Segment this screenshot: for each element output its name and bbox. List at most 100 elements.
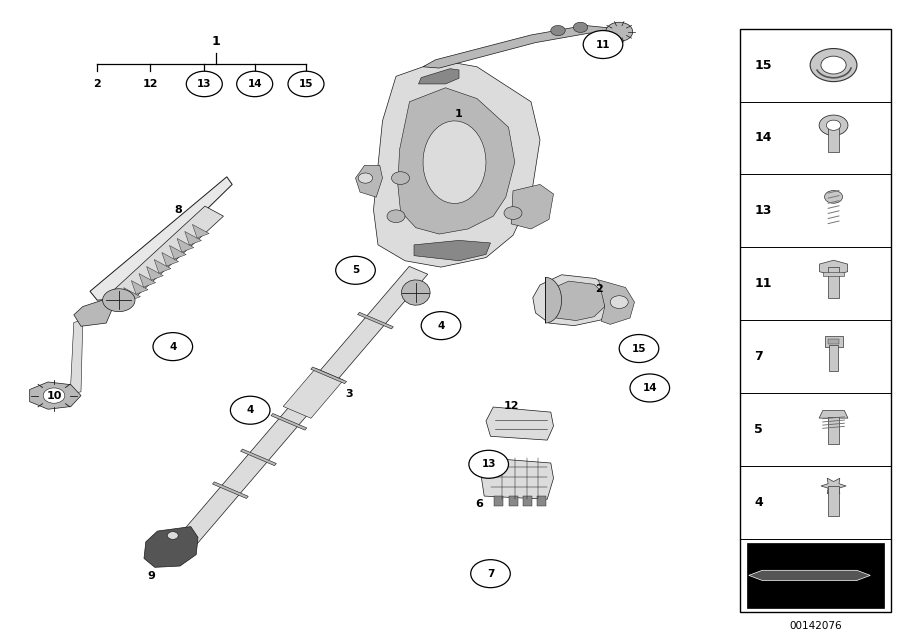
Circle shape — [583, 31, 623, 59]
Polygon shape — [533, 275, 612, 326]
Polygon shape — [162, 252, 178, 266]
Text: 6: 6 — [475, 499, 482, 509]
Circle shape — [288, 71, 324, 97]
Text: 15: 15 — [299, 79, 313, 89]
Polygon shape — [212, 482, 248, 499]
Polygon shape — [749, 570, 870, 581]
Circle shape — [336, 256, 375, 284]
Polygon shape — [545, 277, 562, 323]
Polygon shape — [144, 527, 198, 567]
Circle shape — [630, 374, 670, 402]
Bar — [823, 272, 844, 275]
Bar — [740, 29, 891, 612]
Circle shape — [421, 312, 461, 340]
Polygon shape — [546, 281, 605, 321]
Polygon shape — [820, 260, 848, 275]
Text: 00142076: 00142076 — [789, 621, 842, 631]
Text: 5: 5 — [352, 265, 359, 275]
Polygon shape — [271, 413, 307, 430]
Polygon shape — [819, 410, 848, 418]
Text: 14: 14 — [248, 79, 262, 89]
Polygon shape — [356, 165, 382, 197]
Circle shape — [237, 71, 273, 97]
Polygon shape — [511, 184, 554, 229]
Polygon shape — [169, 245, 186, 259]
Polygon shape — [398, 88, 515, 234]
Circle shape — [103, 289, 135, 312]
Circle shape — [358, 173, 373, 183]
Text: 13: 13 — [197, 79, 211, 89]
Bar — [828, 339, 839, 344]
Text: 3: 3 — [346, 389, 353, 399]
Polygon shape — [70, 320, 83, 394]
Circle shape — [392, 172, 410, 184]
Bar — [523, 496, 532, 506]
Text: 15: 15 — [632, 343, 646, 354]
Circle shape — [153, 333, 193, 361]
Circle shape — [471, 560, 510, 588]
Text: 10: 10 — [46, 391, 62, 401]
Text: 1: 1 — [212, 35, 220, 48]
Text: 4: 4 — [247, 405, 254, 415]
Text: 11: 11 — [754, 277, 771, 290]
Circle shape — [606, 22, 633, 41]
Polygon shape — [74, 299, 115, 326]
Text: 13: 13 — [482, 459, 496, 469]
Polygon shape — [184, 232, 202, 245]
Polygon shape — [177, 238, 194, 252]
Polygon shape — [240, 449, 276, 466]
Polygon shape — [598, 280, 634, 324]
Circle shape — [610, 296, 628, 308]
Polygon shape — [123, 287, 140, 301]
Bar — [828, 486, 839, 516]
Polygon shape — [154, 259, 171, 273]
Circle shape — [186, 71, 222, 97]
Polygon shape — [139, 273, 156, 287]
Circle shape — [469, 450, 508, 478]
Text: 14: 14 — [643, 383, 657, 393]
Text: 4: 4 — [169, 342, 176, 352]
Circle shape — [230, 396, 270, 424]
Circle shape — [43, 388, 65, 403]
Text: 1: 1 — [455, 109, 463, 120]
Polygon shape — [821, 478, 846, 494]
Polygon shape — [193, 225, 209, 238]
Polygon shape — [131, 280, 148, 294]
Circle shape — [551, 25, 565, 36]
Text: 7: 7 — [754, 350, 763, 363]
Bar — [828, 125, 839, 152]
Text: 4: 4 — [754, 496, 763, 509]
Polygon shape — [357, 312, 393, 329]
Polygon shape — [374, 60, 540, 267]
Polygon shape — [110, 206, 223, 304]
Text: 2: 2 — [94, 79, 101, 89]
Bar — [508, 496, 518, 506]
Text: 9: 9 — [148, 570, 155, 581]
Circle shape — [826, 120, 841, 130]
Text: 14: 14 — [754, 132, 771, 144]
Polygon shape — [30, 382, 81, 409]
Polygon shape — [482, 458, 554, 499]
Bar — [537, 496, 546, 506]
Bar — [824, 336, 842, 347]
Circle shape — [387, 210, 405, 223]
Text: 4: 4 — [437, 321, 445, 331]
Circle shape — [504, 207, 522, 219]
Polygon shape — [176, 266, 428, 548]
Circle shape — [810, 48, 857, 81]
Text: 2: 2 — [595, 284, 602, 294]
Text: 8: 8 — [175, 205, 182, 215]
Polygon shape — [414, 240, 490, 261]
Polygon shape — [90, 177, 232, 300]
Polygon shape — [310, 367, 346, 384]
Polygon shape — [486, 407, 554, 440]
Circle shape — [619, 335, 659, 363]
Bar — [829, 345, 838, 371]
Polygon shape — [147, 266, 163, 280]
Polygon shape — [284, 368, 344, 418]
Circle shape — [573, 22, 588, 32]
Polygon shape — [423, 121, 486, 204]
Text: 12: 12 — [503, 401, 519, 411]
Text: 12: 12 — [142, 79, 158, 89]
Text: 5: 5 — [754, 423, 763, 436]
